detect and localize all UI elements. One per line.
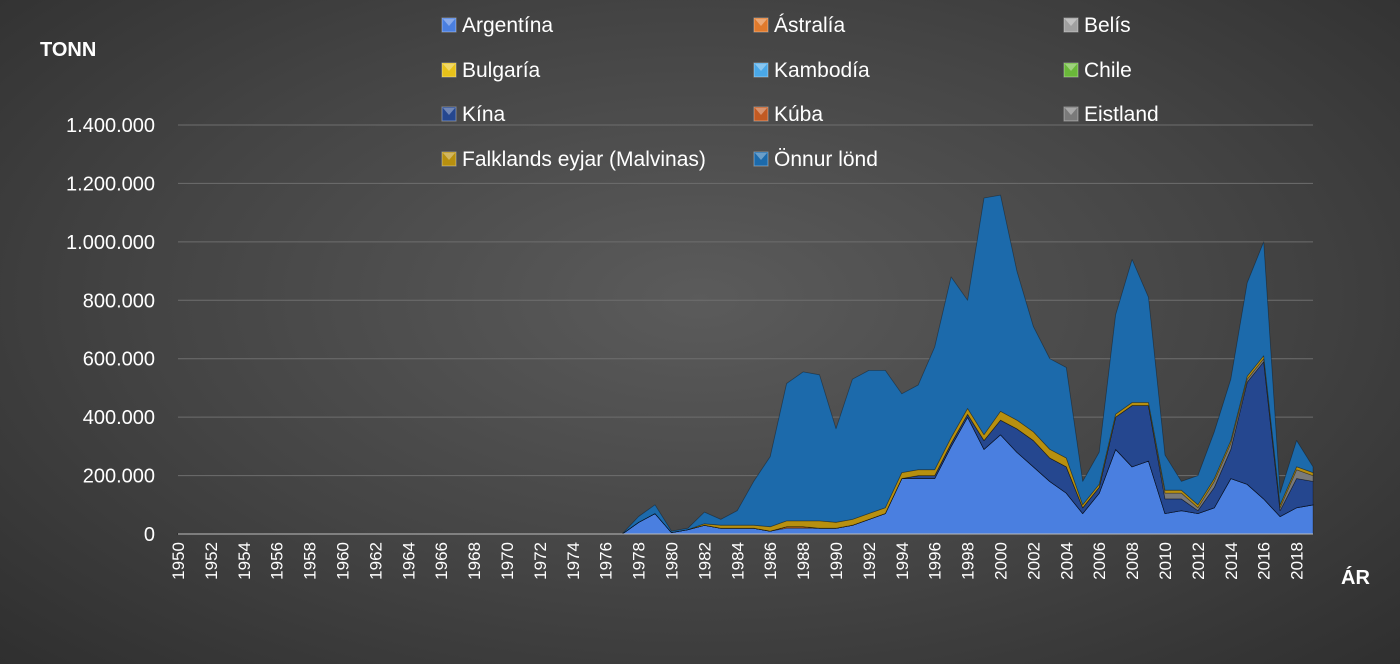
legend-label: Bulgaría xyxy=(462,59,541,82)
legend-swatch-highlight xyxy=(1065,64,1077,71)
x-tick-label: 1998 xyxy=(959,542,978,580)
y-tick-label: 1.000.000 xyxy=(66,232,155,254)
x-tick-label: 1960 xyxy=(333,542,352,580)
legend: Argentína Ástralía Belís Bulgaría Kambodía Ch… xyxy=(441,14,1159,171)
x-tick-label: 1988 xyxy=(794,542,813,580)
x-tick-label: 1972 xyxy=(531,542,550,580)
y-tick-label: 400.000 xyxy=(83,407,155,429)
legend-item: Belís xyxy=(1063,14,1131,37)
gridlines xyxy=(178,124,1313,477)
legend-swatch-highlight xyxy=(1065,19,1077,26)
legend-swatch-highlight xyxy=(443,64,455,71)
x-tick-label: 2012 xyxy=(1189,542,1208,580)
y-tick-label: 200.000 xyxy=(83,466,155,488)
x-tick-label: 1970 xyxy=(498,542,517,580)
x-tick-label: 2000 xyxy=(991,542,1010,580)
x-tick-label: 1994 xyxy=(893,542,912,580)
x-tick-label: 2008 xyxy=(1123,542,1142,580)
x-tick-label: 1968 xyxy=(465,542,484,580)
x-tick-label: 2002 xyxy=(1024,542,1043,580)
legend-swatch-highlight xyxy=(1065,108,1077,115)
x-tick-label: 1980 xyxy=(662,542,681,580)
x-axis-ticks: 1950 1952 1954 1956 1958 1960 1962 1964 1966 1968… xyxy=(169,542,1307,580)
x-tick-label: 1996 xyxy=(926,542,945,580)
legend-label: Falklands eyjar (Malvinas) xyxy=(462,148,706,171)
legend-label: Eistland xyxy=(1084,103,1159,126)
y-axis-label: TONN xyxy=(40,39,96,61)
legend-swatch xyxy=(441,62,457,78)
x-tick-label: 2006 xyxy=(1090,542,1109,580)
legend-label: Belís xyxy=(1084,14,1131,37)
x-tick-label: 1954 xyxy=(235,542,254,580)
x-tick-label: 1978 xyxy=(630,542,649,580)
legend-item: Eistland xyxy=(1063,103,1159,126)
legend-swatch xyxy=(1063,17,1079,33)
legend-label: Argentína xyxy=(462,14,553,37)
legend-swatch xyxy=(441,17,457,33)
legend-label: Ástralía xyxy=(774,14,846,37)
legend-swatch-highlight xyxy=(443,19,455,26)
x-tick-label: 1992 xyxy=(860,542,879,580)
legend-item: Bulgaría xyxy=(441,59,541,82)
y-axis-ticks: 0 200.000 400.000 600.000 800.000 1.000.000 1.… xyxy=(66,115,155,546)
legend-swatch xyxy=(753,17,769,33)
x-tick-label: 1966 xyxy=(432,542,451,580)
legend-item: Kína xyxy=(441,103,506,126)
x-tick-label: 2004 xyxy=(1057,542,1076,580)
x-tick-label: 2014 xyxy=(1222,542,1241,580)
legend-label: Kúba xyxy=(774,103,823,126)
legend-item: Kúba xyxy=(753,103,823,126)
legend-swatch xyxy=(1063,62,1079,78)
legend-swatch xyxy=(753,106,769,122)
legend-item: Önnur lönd xyxy=(753,148,878,171)
legend-swatch-highlight xyxy=(755,153,767,160)
legend-swatch xyxy=(753,62,769,78)
x-tick-label: 1956 xyxy=(268,542,287,580)
legend-label: Kambodía xyxy=(774,59,870,82)
x-tick-label: 1974 xyxy=(564,542,583,580)
y-tick-label: 600.000 xyxy=(83,349,155,371)
legend-swatch xyxy=(1063,106,1079,122)
y-tick-label: 800.000 xyxy=(83,290,155,312)
legend-swatch-highlight xyxy=(443,153,455,160)
x-tick-label: 1964 xyxy=(399,542,418,580)
x-tick-label: 1958 xyxy=(301,542,320,580)
legend-item: Chile xyxy=(1063,59,1132,82)
x-tick-label: 2010 xyxy=(1156,542,1175,580)
legend-item: Kambodía xyxy=(753,59,870,82)
x-tick-label: 1950 xyxy=(169,542,188,580)
y-tick-label: 0 xyxy=(144,524,155,546)
legend-swatch xyxy=(753,151,769,167)
x-tick-label: 1984 xyxy=(728,542,747,580)
legend-item: Falklands eyjar (Malvinas) xyxy=(441,148,706,171)
x-tick-label: 1952 xyxy=(202,542,221,580)
y-tick-label: 1.200.000 xyxy=(66,173,155,195)
legend-swatch-highlight xyxy=(755,19,767,26)
legend-swatch xyxy=(441,151,457,167)
legend-label: Önnur lönd xyxy=(774,148,878,171)
x-tick-label: 1982 xyxy=(695,542,714,580)
x-tick-label: 2016 xyxy=(1255,542,1274,580)
legend-label: Chile xyxy=(1084,59,1132,82)
stacked-areas xyxy=(177,194,1314,535)
x-tick-label: 1962 xyxy=(366,542,385,580)
y-tick-label: 1.400.000 xyxy=(66,115,155,137)
legend-swatch xyxy=(441,106,457,122)
legend-swatch-highlight xyxy=(755,108,767,115)
x-tick-label: 1990 xyxy=(827,542,846,580)
x-tick-label: 1986 xyxy=(761,542,780,580)
legend-item: Argentína xyxy=(441,14,553,37)
legend-item: Ástralía xyxy=(753,14,846,37)
x-tick-label: 2018 xyxy=(1288,542,1307,580)
legend-swatch-highlight xyxy=(443,108,455,115)
x-tick-label: 1976 xyxy=(597,542,616,580)
legend-swatch-highlight xyxy=(755,64,767,71)
x-axis-label: ÁR xyxy=(1341,566,1370,589)
legend-label: Kína xyxy=(462,103,506,126)
